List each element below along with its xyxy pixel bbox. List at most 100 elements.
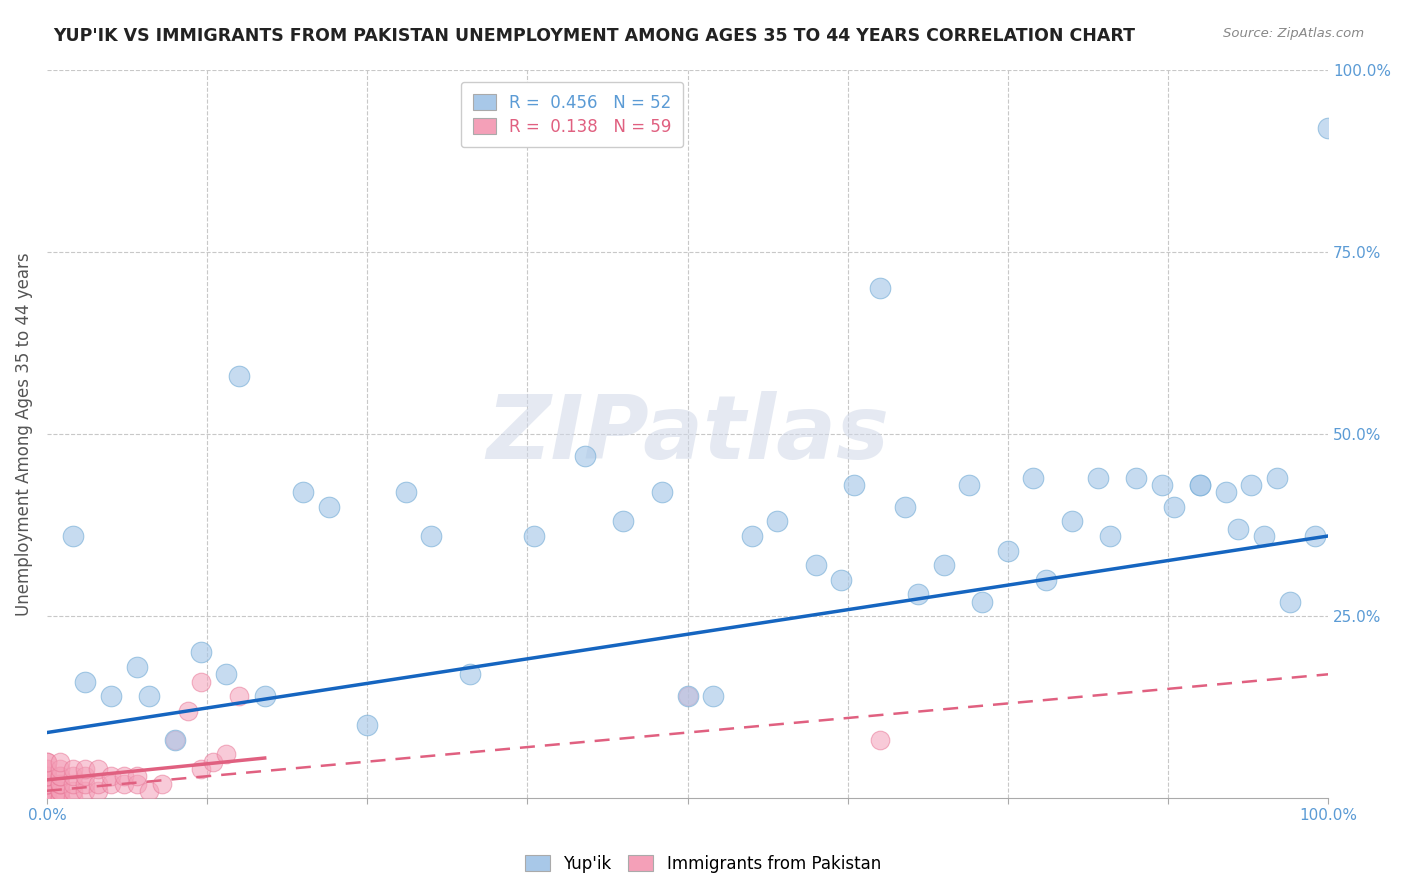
Point: [112, 776, 135, 790]
Point: [48, 769, 70, 783]
Point: [676, 689, 699, 703]
Point: [957, 478, 980, 492]
Point: [458, 667, 481, 681]
Point: [35, 776, 58, 790]
Point: [292, 485, 315, 500]
Point: [48, 784, 70, 798]
Point: [1035, 573, 1057, 587]
Point: [35, 776, 58, 790]
Point: [35, 776, 58, 790]
Point: [35, 791, 58, 805]
Point: [112, 769, 135, 783]
Point: [1125, 471, 1147, 485]
Point: [48, 784, 70, 798]
Point: [830, 573, 852, 587]
Point: [215, 667, 238, 681]
Point: [1087, 471, 1109, 485]
Point: [253, 689, 276, 703]
Point: [804, 558, 827, 573]
Point: [35, 791, 58, 805]
Point: [651, 485, 673, 500]
Point: [1278, 594, 1301, 608]
Point: [1305, 529, 1327, 543]
Point: [1253, 529, 1275, 543]
Point: [1022, 471, 1045, 485]
Point: [177, 704, 200, 718]
Point: [202, 755, 225, 769]
Point: [75, 784, 97, 798]
Point: [150, 776, 173, 790]
Point: [356, 718, 378, 732]
Point: [972, 594, 994, 608]
Point: [75, 674, 97, 689]
Point: [62, 776, 84, 790]
Text: ZIPatlas: ZIPatlas: [486, 391, 889, 477]
Point: [395, 485, 418, 500]
Point: [1099, 529, 1122, 543]
Point: [163, 732, 186, 747]
Point: [1215, 485, 1237, 500]
Point: [62, 769, 84, 783]
Point: [894, 500, 917, 514]
Point: [676, 689, 699, 703]
Point: [100, 769, 122, 783]
Point: [932, 558, 955, 573]
Point: [1060, 515, 1083, 529]
Text: YUP'IK VS IMMIGRANTS FROM PAKISTAN UNEMPLOYMENT AMONG AGES 35 TO 44 YEARS CORREL: YUP'IK VS IMMIGRANTS FROM PAKISTAN UNEMP…: [53, 27, 1136, 45]
Point: [35, 769, 58, 783]
Point: [228, 689, 250, 703]
Point: [62, 791, 84, 805]
Point: [35, 755, 58, 769]
Point: [48, 776, 70, 790]
Point: [1163, 500, 1185, 514]
Point: [574, 449, 596, 463]
Point: [35, 784, 58, 798]
Point: [100, 689, 122, 703]
Point: [228, 368, 250, 383]
Point: [35, 769, 58, 783]
Point: [869, 281, 891, 295]
Point: [125, 660, 148, 674]
Text: Source: ZipAtlas.com: Source: ZipAtlas.com: [1223, 27, 1364, 40]
Point: [48, 755, 70, 769]
Legend: Yup'ik, Immigrants from Pakistan: Yup'ik, Immigrants from Pakistan: [519, 848, 887, 880]
Point: [138, 689, 160, 703]
Point: [48, 776, 70, 790]
Point: [125, 769, 148, 783]
Legend: R =  0.456   N = 52, R =  0.138   N = 59: R = 0.456 N = 52, R = 0.138 N = 59: [461, 82, 683, 147]
Point: [87, 776, 110, 790]
Point: [100, 776, 122, 790]
Point: [1265, 471, 1288, 485]
Point: [35, 791, 58, 805]
Point: [35, 791, 58, 805]
Point: [35, 791, 58, 805]
Point: [62, 784, 84, 798]
Point: [741, 529, 763, 543]
Point: [35, 762, 58, 776]
Point: [766, 515, 789, 529]
Point: [420, 529, 443, 543]
Point: [138, 784, 160, 798]
Point: [87, 784, 110, 798]
Point: [523, 529, 546, 543]
Point: [869, 732, 891, 747]
Point: [87, 762, 110, 776]
Point: [190, 674, 212, 689]
Point: [125, 776, 148, 790]
Point: [215, 747, 238, 762]
Point: [75, 769, 97, 783]
Point: [1240, 478, 1263, 492]
Point: [35, 769, 58, 783]
Point: [190, 645, 212, 659]
Point: [1188, 478, 1211, 492]
Point: [35, 784, 58, 798]
Point: [62, 762, 84, 776]
Point: [35, 791, 58, 805]
Point: [35, 762, 58, 776]
Point: [35, 776, 58, 790]
Point: [48, 791, 70, 805]
Point: [907, 587, 929, 601]
Point: [1317, 121, 1340, 136]
Point: [163, 732, 186, 747]
Point: [997, 543, 1019, 558]
